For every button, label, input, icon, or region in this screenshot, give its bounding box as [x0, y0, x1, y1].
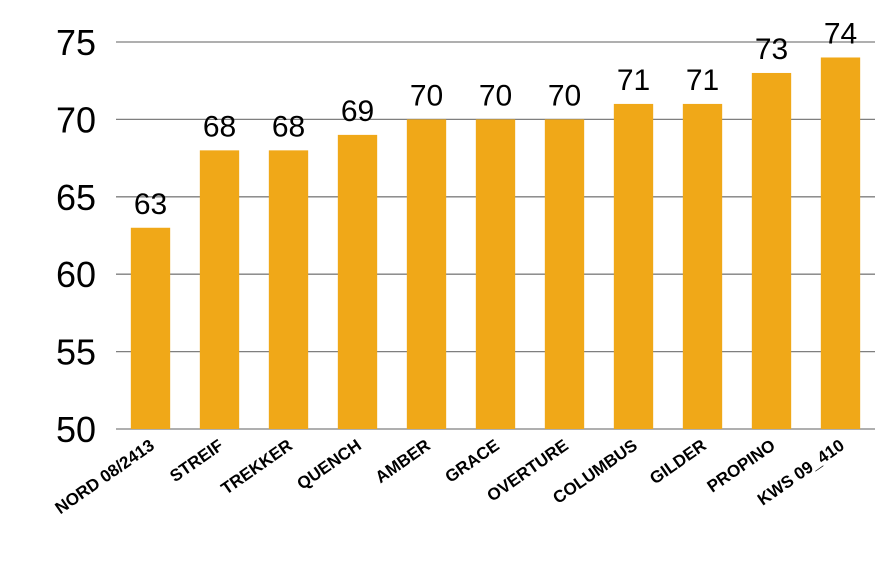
y-tick-label: 60 — [56, 254, 96, 295]
data-labels: 63 68 68 69 70 70 70 71 71 73 74 — [134, 17, 857, 220]
x-tick-label: GRACE — [442, 436, 503, 487]
y-axis: 50 55 60 65 70 75 — [56, 22, 96, 450]
x-tick-label: AMBER — [372, 436, 434, 487]
y-tick-label: 55 — [56, 332, 96, 373]
bars — [130, 57, 861, 430]
x-tick-label: STREIF — [166, 436, 226, 486]
data-label: 74 — [824, 17, 857, 50]
data-label: 70 — [410, 79, 443, 112]
bar — [475, 119, 516, 430]
data-label: 70 — [479, 79, 512, 112]
y-tick-label: 75 — [56, 22, 96, 63]
y-tick-label: 50 — [56, 409, 96, 450]
bar — [337, 134, 378, 429]
bar — [199, 150, 240, 430]
y-tick-label: 70 — [56, 99, 96, 140]
data-label: 63 — [134, 188, 167, 221]
y-tick-label: 65 — [56, 177, 96, 218]
x-tick-label: QUENCH — [294, 436, 365, 494]
bar — [268, 150, 309, 430]
data-label: 68 — [272, 110, 305, 143]
bar — [820, 57, 861, 429]
x-tick-label: GILDER — [646, 436, 710, 488]
bar — [406, 119, 447, 430]
bar — [613, 103, 654, 430]
data-label: 70 — [548, 79, 581, 112]
data-label: 69 — [341, 95, 374, 128]
x-tick-label: TREKKER — [218, 436, 296, 499]
data-label: 73 — [755, 33, 788, 66]
data-label: 71 — [617, 64, 650, 97]
data-label: 68 — [203, 110, 236, 143]
data-label: 71 — [686, 64, 719, 97]
bar — [682, 103, 723, 430]
bar — [544, 119, 585, 430]
bar — [751, 72, 792, 430]
bar — [130, 227, 171, 429]
